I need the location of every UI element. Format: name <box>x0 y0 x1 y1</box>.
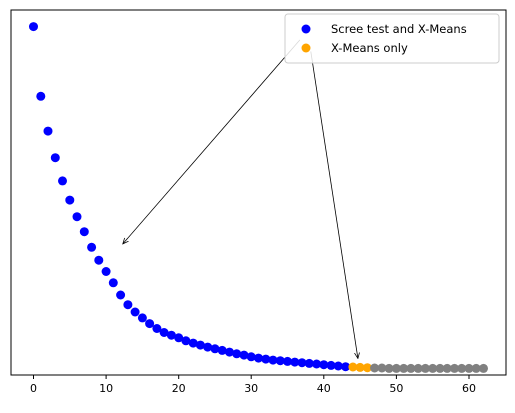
point-s2-8 <box>428 363 438 373</box>
point-s0-3 <box>50 153 60 163</box>
x-tick-label-5: 50 <box>389 382 403 395</box>
point-s0-20 <box>174 333 184 343</box>
point-s0-37 <box>297 358 307 368</box>
point-s0-11 <box>108 278 118 288</box>
point-s0-26 <box>217 345 227 355</box>
annotation-arrow-1 <box>310 51 358 359</box>
point-s2-6 <box>413 363 423 373</box>
point-s0-24 <box>203 342 213 352</box>
point-s0-42 <box>333 361 343 371</box>
point-s0-23 <box>195 340 205 350</box>
point-s0-5 <box>65 195 75 205</box>
point-s0-21 <box>181 336 191 346</box>
point-s0-6 <box>72 212 82 222</box>
point-s2-4 <box>399 363 409 373</box>
legend-label-1: X-Means only <box>331 41 408 55</box>
point-s0-13 <box>123 300 133 310</box>
point-s0-19 <box>166 330 176 340</box>
point-s0-40 <box>319 360 329 370</box>
point-s0-2 <box>43 126 53 136</box>
point-s2-0 <box>370 363 380 373</box>
point-s1-2 <box>362 363 372 373</box>
annotation-arrows <box>123 39 358 359</box>
legend: Scree test and X-Means X-Means only <box>284 13 500 64</box>
point-s2-11 <box>450 363 459 373</box>
point-s0-4 <box>58 176 67 186</box>
point-s0-34 <box>275 356 285 366</box>
point-s2-2 <box>384 363 394 373</box>
point-s2-5 <box>406 363 416 373</box>
x-tick-label-4: 40 <box>317 382 331 395</box>
point-s0-38 <box>304 358 314 368</box>
point-s0-12 <box>116 290 126 300</box>
point-s0-29 <box>239 350 249 360</box>
point-s0-18 <box>159 328 169 337</box>
point-s2-15 <box>479 363 488 373</box>
point-s0-30 <box>246 352 256 362</box>
point-s0-7 <box>79 227 89 237</box>
legend-label-0: Scree test and X-Means <box>331 22 467 36</box>
annotation-arrow-0 <box>123 39 301 244</box>
legend-marker-1 <box>301 43 311 53</box>
x-tick-label-2: 20 <box>172 382 186 395</box>
point-s2-7 <box>420 363 430 373</box>
plot-area <box>11 10 506 375</box>
point-s0-17 <box>152 324 162 333</box>
point-s2-12 <box>457 363 467 373</box>
point-s2-10 <box>442 363 452 373</box>
point-s0-0 <box>29 22 38 32</box>
point-s0-33 <box>268 355 278 365</box>
point-s0-36 <box>290 357 300 367</box>
point-s2-14 <box>471 363 481 373</box>
x-axis: 0 10 20 30 40 50 60 <box>30 375 476 395</box>
point-s0-22 <box>188 338 198 348</box>
plot-frame <box>10 9 507 376</box>
point-s2-3 <box>391 363 401 373</box>
point-s0-14 <box>130 307 140 317</box>
legend-box <box>284 13 500 64</box>
point-s1-1 <box>355 362 365 372</box>
point-s1-0 <box>348 362 358 372</box>
point-s0-41 <box>326 360 336 370</box>
point-s0-1 <box>36 91 46 101</box>
point-s2-13 <box>464 363 474 373</box>
point-s0-25 <box>210 344 220 354</box>
point-s0-43 <box>341 362 351 372</box>
point-s0-35 <box>283 356 292 366</box>
point-s0-28 <box>232 349 242 359</box>
x-tick-label-0: 0 <box>30 382 37 395</box>
legend-marker-0 <box>301 24 311 34</box>
point-s0-15 <box>137 313 147 323</box>
point-s0-27 <box>225 347 234 357</box>
point-s0-9 <box>94 255 104 265</box>
point-s0-10 <box>101 267 111 276</box>
x-tick-label-1: 10 <box>99 382 113 395</box>
point-s0-31 <box>254 353 263 363</box>
point-s0-32 <box>261 354 271 364</box>
point-s0-8 <box>87 242 97 252</box>
data-points <box>29 22 488 373</box>
x-tick-label-3: 30 <box>244 382 258 395</box>
point-s2-1 <box>377 363 387 373</box>
point-s0-16 <box>145 319 155 329</box>
point-s0-39 <box>312 359 322 369</box>
point-s2-9 <box>435 363 445 373</box>
x-tick-label-6: 60 <box>462 382 476 395</box>
